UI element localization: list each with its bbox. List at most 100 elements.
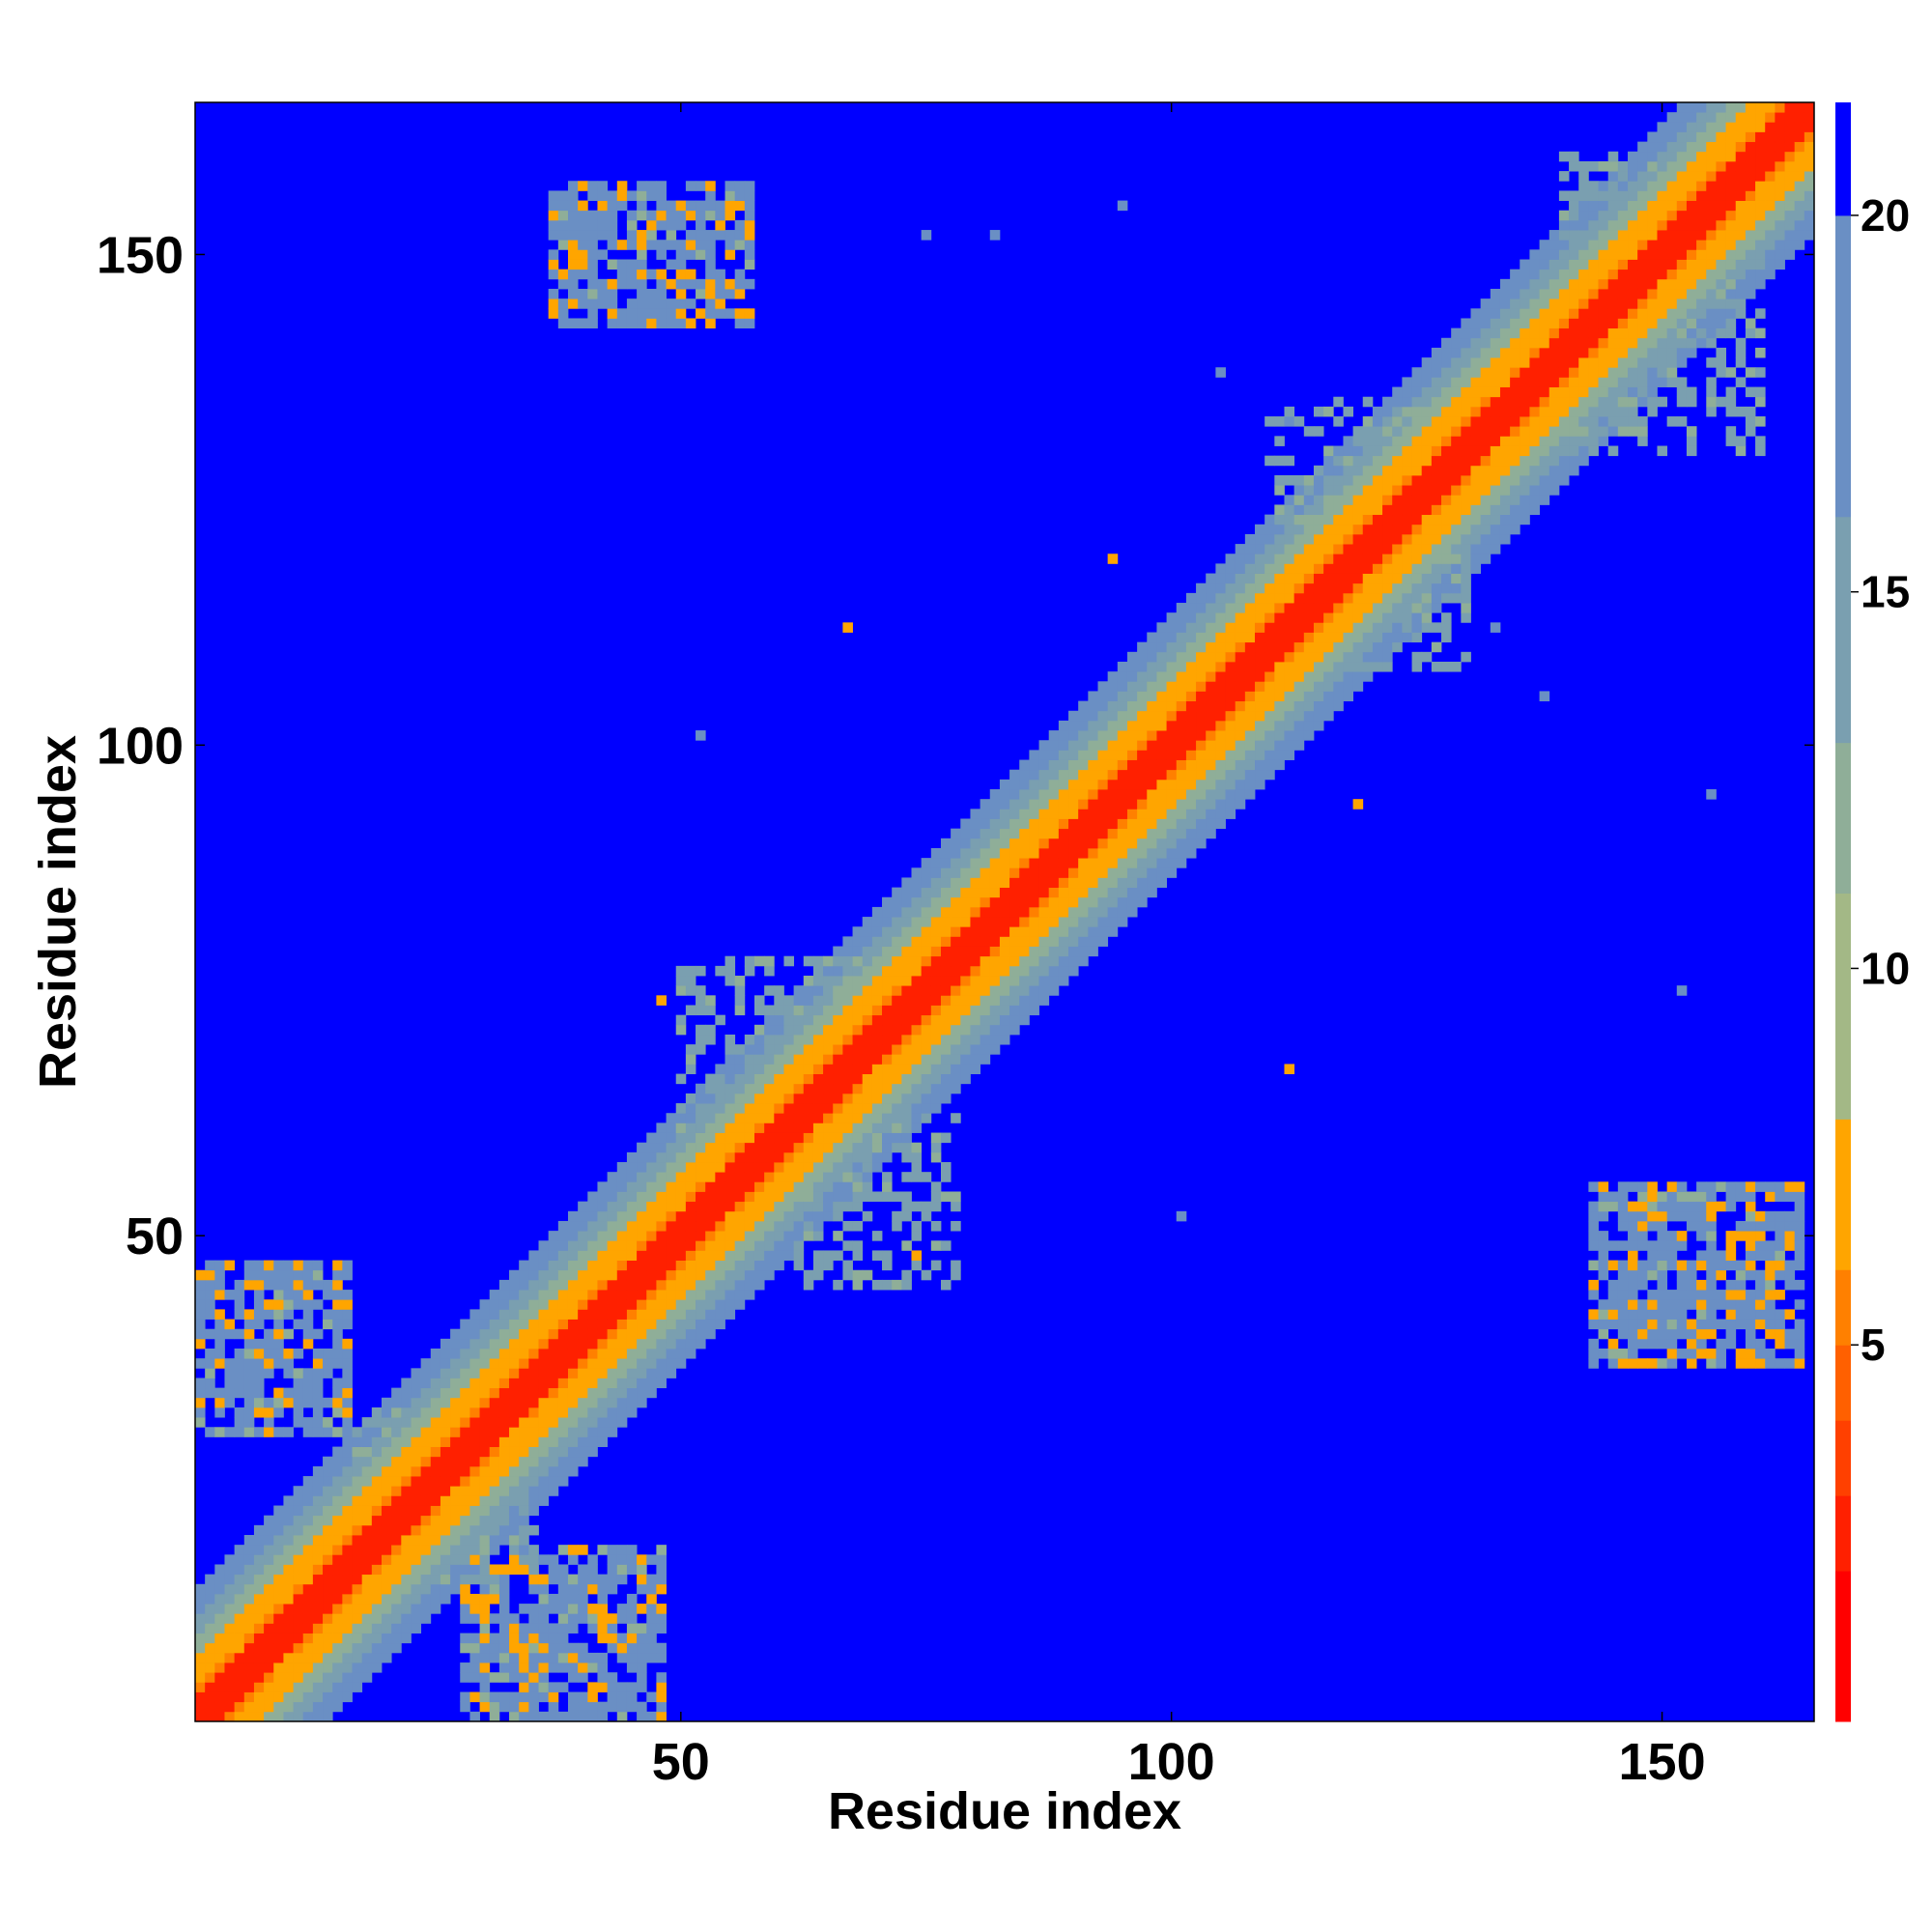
- heatmap-cell: [440, 1397, 451, 1408]
- heatmap-cell: [578, 1436, 588, 1447]
- heatmap-cell: [548, 1358, 559, 1369]
- heatmap-cell: [734, 1220, 746, 1232]
- heatmap-cell: [1097, 730, 1109, 741]
- heatmap-cell: [332, 1613, 343, 1624]
- heatmap-cell: [1372, 406, 1383, 417]
- heatmap-cell: [705, 1191, 716, 1203]
- heatmap-cell: [234, 1554, 245, 1565]
- heatmap-cell: [1009, 926, 1020, 937]
- heatmap-cell: [1392, 465, 1403, 476]
- heatmap-cell: [656, 318, 667, 329]
- heatmap-cell: [783, 1073, 795, 1085]
- heatmap-cell: [567, 1554, 579, 1565]
- heatmap-cell: [548, 1290, 559, 1300]
- heatmap-cell: [1009, 818, 1020, 830]
- heatmap-cell: [450, 1495, 461, 1506]
- heatmap-cell: [489, 1358, 500, 1369]
- heatmap-cell: [1637, 1269, 1648, 1281]
- heatmap-cell: [253, 1672, 265, 1683]
- heatmap-cell: [332, 1662, 343, 1673]
- heatmap-cell: [901, 1142, 912, 1153]
- heatmap-cell: [616, 1240, 628, 1251]
- heatmap-cell: [1225, 603, 1236, 613]
- heatmap-cell: [921, 985, 932, 996]
- heatmap-cell: [1441, 495, 1452, 505]
- heatmap-cell: [812, 1064, 824, 1074]
- heatmap-cell: [637, 1279, 647, 1291]
- heatmap-cell: [323, 1476, 333, 1487]
- heatmap-cell: [1343, 582, 1353, 594]
- heatmap-cell: [753, 1231, 765, 1241]
- heatmap-cell: [1313, 622, 1324, 633]
- heatmap-cell: [696, 1093, 706, 1104]
- heatmap-cell: [1333, 485, 1344, 496]
- heatmap-cell: [862, 1191, 873, 1203]
- heatmap-cell: [637, 1378, 647, 1389]
- heatmap-cell: [1421, 465, 1433, 476]
- heatmap-cell: [411, 1406, 422, 1418]
- heatmap-cell: [852, 1250, 864, 1261]
- heatmap-cell: [1510, 357, 1520, 368]
- heatmap-cell: [901, 926, 912, 937]
- heatmap-cell: [1569, 210, 1579, 221]
- heatmap-cell: [469, 1486, 480, 1496]
- heatmap-cell: [823, 1142, 834, 1153]
- heatmap-cell: [587, 1201, 598, 1212]
- heatmap-cell: [1343, 592, 1353, 604]
- heatmap-cell: [685, 181, 696, 191]
- heatmap-cell: [1539, 691, 1550, 702]
- heatmap-cell: [1068, 965, 1079, 977]
- heatmap-cell: [302, 1476, 314, 1487]
- heatmap-cell: [283, 1593, 294, 1605]
- heatmap-cell: [498, 1633, 510, 1644]
- heatmap-cell: [498, 1515, 510, 1526]
- heatmap-cell: [705, 1201, 716, 1212]
- heatmap-cell: [381, 1495, 392, 1506]
- heatmap-cell: [774, 1113, 784, 1123]
- heatmap-cell: [1362, 474, 1374, 486]
- heatmap-cell: [509, 1652, 520, 1663]
- heatmap-cell: [1088, 877, 1098, 889]
- heatmap-cell: [637, 1652, 647, 1663]
- heatmap-cell: [371, 1486, 383, 1496]
- heatmap-cell: [783, 1210, 795, 1222]
- heatmap-cell: [921, 1054, 932, 1065]
- heatmap-cell: [1088, 946, 1098, 957]
- heatmap-cell: [1255, 582, 1265, 594]
- heatmap-cell: [1421, 455, 1433, 467]
- heatmap-cell: [1372, 641, 1383, 653]
- heatmap-cell: [882, 1005, 893, 1016]
- heatmap-cell: [637, 1269, 647, 1281]
- heatmap-cell: [1185, 828, 1197, 839]
- heatmap-cell: [489, 1338, 500, 1350]
- heatmap-cell: [460, 1476, 470, 1487]
- heatmap-cell: [548, 249, 559, 260]
- heatmap-cell: [460, 1397, 470, 1408]
- heatmap-cell: [1284, 632, 1295, 643]
- heatmap-cell: [616, 190, 628, 201]
- heatmap-cell: [1637, 1319, 1648, 1330]
- heatmap-cell: [509, 1417, 520, 1428]
- heatmap-cell: [342, 1545, 353, 1555]
- heatmap-cell: [440, 1465, 451, 1477]
- heatmap-cell: [1323, 544, 1334, 554]
- heatmap-cell: [323, 1456, 333, 1467]
- heatmap-cell: [361, 1505, 373, 1517]
- heatmap-cell: [1598, 298, 1609, 309]
- heatmap-cell: [548, 1682, 559, 1692]
- heatmap-cell: [783, 1181, 795, 1192]
- heatmap-cell: [323, 1279, 333, 1291]
- heatmap-cell: [1441, 357, 1452, 368]
- heatmap-cell: [842, 1132, 853, 1144]
- heatmap-cell: [567, 1662, 579, 1673]
- heatmap-cell: [381, 1465, 392, 1477]
- heatmap-cell: [460, 1564, 470, 1576]
- heatmap-cell: [911, 1162, 923, 1173]
- heatmap-cell: [666, 308, 677, 319]
- heatmap-cell: [1470, 465, 1482, 476]
- heatmap-cell: [724, 1231, 736, 1241]
- heatmap-cell: [1598, 1231, 1609, 1241]
- heatmap-cell: [921, 955, 932, 967]
- heatmap-cell: [567, 1240, 579, 1251]
- heatmap-cell: [332, 1328, 343, 1340]
